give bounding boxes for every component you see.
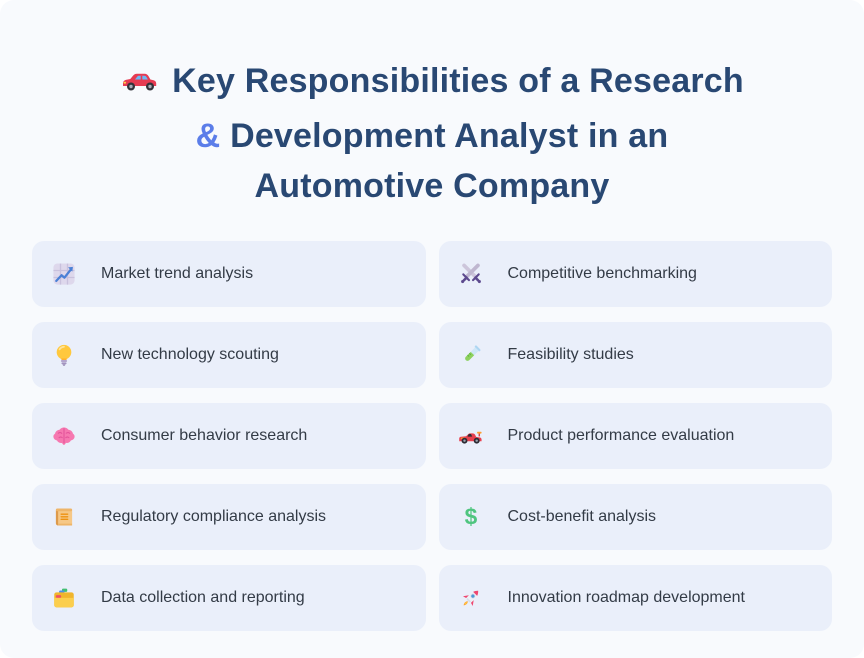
- title-text-2: Development Analyst in an: [230, 117, 669, 155]
- rocket-icon: [458, 585, 484, 611]
- brain-icon: [51, 423, 77, 449]
- light-bulb-icon: [51, 342, 77, 368]
- card-data-collection-and-reporting: Data collection and reporting: [32, 565, 426, 631]
- card-innovation-roadmap-development: Innovation roadmap development: [438, 565, 832, 631]
- card-new-technology-scouting: New technology scouting: [32, 322, 426, 388]
- card-competitive-benchmarking: Competitive benchmarking: [438, 241, 832, 307]
- card-label: Cost-benefit analysis: [507, 508, 657, 525]
- racing-car-icon: [458, 423, 484, 449]
- card-label: Feasibility studies: [507, 346, 634, 363]
- card-label: Market trend analysis: [101, 265, 254, 282]
- card-label: Competitive benchmarking: [507, 265, 697, 282]
- svg-text:$: $: [464, 504, 477, 530]
- title-line-2: & Development Analyst in an: [0, 111, 864, 161]
- red-car-icon: [120, 61, 160, 111]
- crossed-swords-icon: [458, 261, 484, 287]
- responsibility-grid: Market trend analysis Competitive benchm…: [32, 241, 832, 631]
- card-index-dividers-icon: [51, 585, 77, 611]
- card-label: New technology scouting: [101, 346, 279, 363]
- title-line-1: Key Responsibilities of a Research: [0, 56, 864, 111]
- test-tube-icon: [458, 342, 484, 368]
- card-regulatory-compliance-analysis: Regulatory compliance analysis: [32, 484, 426, 550]
- title-text-1: Key Responsibilities of a Research: [172, 62, 744, 100]
- scroll-icon: [51, 504, 77, 530]
- dollar-sign-icon: $: [458, 504, 484, 530]
- card-feasibility-studies: Feasibility studies: [438, 322, 832, 388]
- page-title: Key Responsibilities of a Research & Dev…: [0, 56, 864, 211]
- card-product-performance-evaluation: Product performance evaluation: [438, 403, 832, 469]
- card-market-trend-analysis: Market trend analysis: [32, 241, 426, 307]
- card-consumer-behavior-research: Consumer behavior research: [32, 403, 426, 469]
- title-line-3: Automotive Company: [254, 167, 610, 205]
- card-label: Consumer behavior research: [101, 427, 308, 444]
- card-label: Product performance evaluation: [507, 427, 735, 444]
- card-label: Regulatory compliance analysis: [101, 508, 326, 525]
- card-label: Innovation roadmap development: [507, 589, 746, 606]
- card-cost-benefit-analysis: $ Cost-benefit analysis: [438, 484, 832, 550]
- chart-increasing-icon: [51, 261, 77, 287]
- card-label: Data collection and reporting: [101, 589, 305, 606]
- title-ampersand: &: [195, 117, 221, 155]
